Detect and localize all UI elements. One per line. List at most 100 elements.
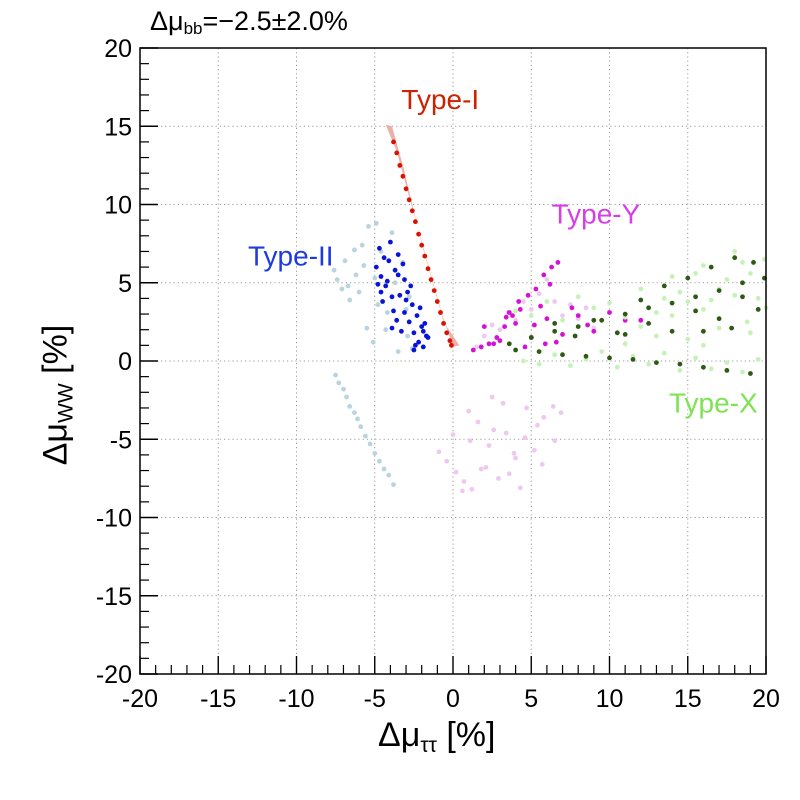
type-x-all-point (748, 271, 753, 276)
type-ii-all-point (345, 283, 351, 289)
type-ii-all-point (375, 302, 381, 308)
type-y-all-point (511, 450, 517, 456)
type-x-preferred-point (751, 260, 756, 265)
y-tick-label: -10 (96, 505, 132, 533)
type-i-preferred-point (403, 186, 409, 192)
type-x-preferred-point (669, 328, 675, 334)
type-y-all-point (536, 291, 542, 297)
type-i-preferred-point (444, 330, 450, 336)
type-x-preferred-point (693, 308, 698, 314)
type-y-preferred-point (549, 264, 554, 270)
type-ii-all-point (352, 410, 357, 415)
type-ii-preferred-point (403, 297, 409, 303)
type-y-all-point (503, 430, 509, 436)
type-x-preferred-point (708, 264, 714, 270)
type-ii-preferred-point (380, 299, 385, 304)
type-i-preferred-point (428, 277, 434, 282)
type-x-all-point (685, 336, 691, 342)
type-y-preferred-point (560, 332, 565, 337)
type-x-preferred-point (560, 352, 565, 358)
type-x-all-point (654, 310, 659, 315)
type-ii-preferred-point (414, 313, 420, 318)
type-y-all-point (541, 414, 547, 420)
type-y-preferred-point (538, 303, 543, 309)
type-ii-preferred-point (384, 278, 390, 284)
type-ii-preferred-point (424, 333, 429, 339)
type-i-preferred-point (400, 173, 406, 179)
type-x-all-point (661, 350, 667, 356)
type-y-preferred-point (497, 338, 503, 344)
type-y-preferred-point (513, 321, 518, 326)
type-i-preferred-point (449, 342, 454, 348)
type-ii-preferred-point (386, 258, 392, 264)
type-x-all-point (544, 299, 550, 304)
type-x-preferred-point (591, 317, 597, 323)
type-i-preferred-point (409, 208, 415, 214)
type-ii-preferred-point (411, 347, 417, 353)
type-ii-preferred-point (402, 277, 407, 282)
type-ii-all-point (341, 386, 346, 392)
type-y-all-point (539, 461, 545, 467)
type-x-all-point (638, 324, 644, 329)
type-ii-preferred-point (391, 308, 396, 314)
type-ii-preferred-point (408, 283, 414, 289)
type-y-all-point (489, 322, 495, 328)
type-y-all-point (558, 410, 564, 415)
type-x-all-point (740, 369, 745, 375)
y-tick-label: -5 (110, 426, 132, 454)
type-y-all-point (552, 438, 558, 444)
type-ii-all-point (372, 450, 378, 456)
label-type-x: Type-X (669, 388, 758, 419)
type-x-all-point (661, 296, 667, 301)
type-ii-all-point (352, 247, 357, 253)
type-x-preferred-point (755, 307, 761, 312)
type-y-preferred-point (516, 299, 522, 304)
type-ii-all-point (363, 433, 368, 439)
type-ii-all-point (386, 472, 392, 478)
type-x-all-point (575, 294, 581, 300)
type-i-preferred-point (434, 299, 440, 304)
type-i-preferred-point (394, 150, 400, 156)
type-ii-all-point (383, 327, 389, 333)
type-y-all-point (500, 400, 506, 406)
type-ii-all-point (356, 289, 362, 295)
type-y-preferred-point (553, 339, 559, 345)
type-ii-all-point (336, 380, 342, 386)
type-ii-preferred-point (388, 239, 393, 245)
type-i-preferred-point (447, 338, 453, 344)
type-ii-preferred-point (406, 319, 412, 325)
type-y-preferred-point (555, 260, 561, 265)
type-x-preferred-point (748, 371, 753, 376)
type-y-all-point (467, 438, 473, 444)
type-ii-preferred-point (400, 261, 406, 267)
type-x-preferred-point (654, 360, 659, 365)
y-tick-label: -20 (96, 661, 132, 689)
type-x-all-point (701, 342, 706, 348)
type-x-all-point (513, 308, 518, 314)
type-x-all-point (755, 357, 761, 362)
label-type-y: Type-Y (552, 198, 641, 229)
type-x-all-point (748, 330, 753, 336)
type-i-preferred-point (441, 321, 446, 326)
type-x-all-point (646, 361, 651, 367)
type-x-all-point (744, 319, 750, 325)
data-points (331, 124, 769, 494)
type-ii-all-point (377, 458, 382, 464)
type-ii-all-point (384, 310, 390, 315)
type-ii-all-point (370, 339, 376, 345)
type-x-all-point (568, 363, 573, 369)
type-x-all-point (701, 263, 706, 268)
type-y-preferred-point (494, 335, 500, 340)
type-ii-preferred-point (375, 281, 381, 287)
type-y-preferred-point (470, 347, 476, 353)
type-y-all-point (544, 277, 550, 282)
type-i-preferred-point (438, 310, 443, 315)
type-ii-all-point (373, 220, 379, 226)
type-y-all-point (450, 432, 456, 437)
type-y-all-point (489, 394, 495, 400)
type-x-preferred-point (646, 305, 651, 311)
type-ii-preferred-point (413, 342, 418, 348)
type-ii-all-point (364, 325, 370, 331)
type-ii-all-point (391, 482, 396, 487)
type-ii-all-point (347, 297, 353, 303)
